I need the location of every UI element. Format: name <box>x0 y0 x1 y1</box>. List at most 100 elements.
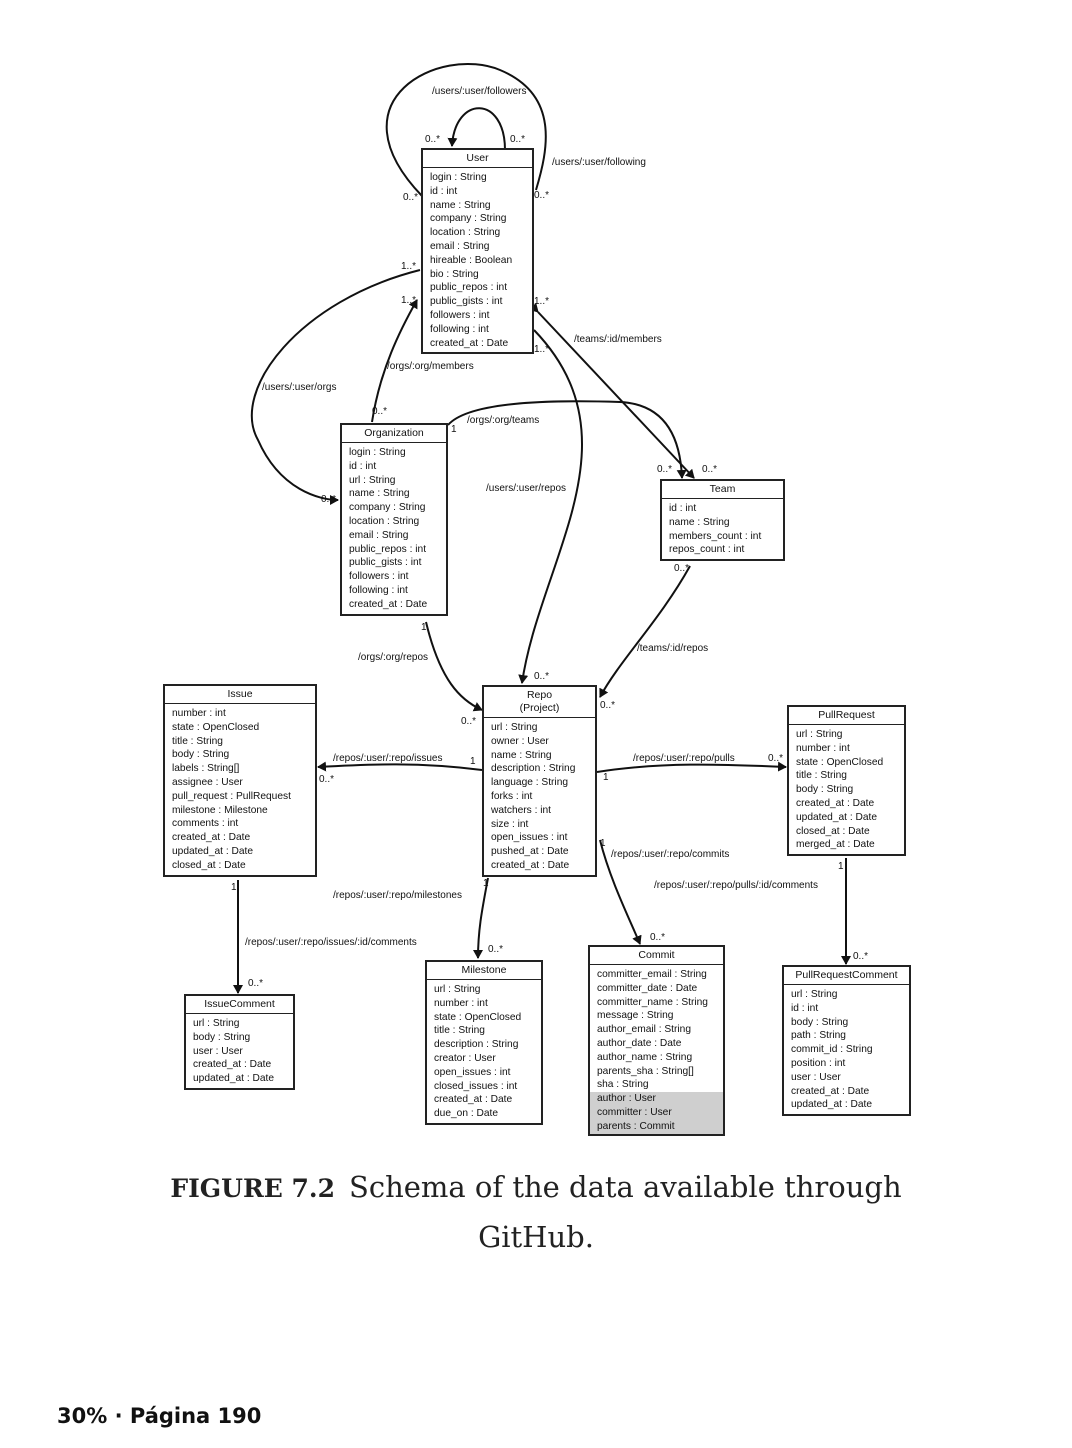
attribute: id : int <box>430 185 458 197</box>
milestone-class: Milestone url : String number : int stat… <box>425 960 543 1125</box>
organization-class: Organization login : String id : int url… <box>340 423 448 616</box>
multiplicity: 0..* <box>657 464 673 475</box>
attribute: state : OpenClosed <box>172 721 260 733</box>
attribute: body : String <box>172 749 230 761</box>
edge-followers-self <box>447 107 506 151</box>
attribute: author_email : String <box>597 1024 692 1036</box>
attribute: sha : String <box>597 1079 649 1091</box>
attribute: closed_at : Date <box>796 825 870 837</box>
class-attributes: number : int state : OpenClosed title : … <box>165 704 315 875</box>
attribute: email : String <box>430 240 490 252</box>
attribute: title : String <box>172 735 223 747</box>
edge-org-teams <box>447 400 687 479</box>
edge-label-followers: /users/:user/followers <box>432 86 527 97</box>
attribute: title : String <box>796 770 847 782</box>
edge-label-org-repos: /orgs/:org/repos <box>358 652 429 663</box>
attribute: body : String <box>796 784 854 796</box>
attribute: state : OpenClosed <box>796 756 884 768</box>
attribute: id : int <box>791 1002 819 1014</box>
attribute: company : String <box>349 502 426 514</box>
attribute: updated_at : Date <box>796 811 877 823</box>
attribute: pushed_at : Date <box>491 846 569 858</box>
edge-label-org-members: /orgs/:org/members <box>387 361 474 372</box>
multiplicity: 0..* <box>248 978 264 989</box>
issuecomment-class: IssueComment url : String body : String … <box>184 994 295 1090</box>
attribute: repos_count : int <box>669 544 745 556</box>
commit-class: Commit committer_email : String committe… <box>588 945 725 1136</box>
edge-label-following: /users/:user/following <box>552 157 646 168</box>
attribute: owner : User <box>491 735 549 747</box>
attribute: url : String <box>491 722 538 733</box>
multiplicity: 1..* <box>401 295 417 306</box>
class-title: Issue <box>165 686 315 704</box>
attribute: language : String <box>491 777 569 789</box>
attribute: created_at : Date <box>349 598 428 610</box>
figure-caption: FIGURE 7.2 Schema of the data available t… <box>150 1163 922 1261</box>
attribute: login : String <box>430 172 487 183</box>
attribute: watchers : int <box>491 804 552 816</box>
attribute: description : String <box>434 1039 519 1051</box>
multiplicity: 1 <box>838 861 844 872</box>
edge-user-repos <box>518 329 583 684</box>
repo-class: Repo (Project) url : String owner : User… <box>482 685 597 877</box>
attribute: comments : int <box>172 818 239 830</box>
class-attributes: url : String owner : User name : String … <box>484 718 595 875</box>
multiplicity: 1 <box>600 838 606 849</box>
edge-label-team-repos: /teams/:id/repos <box>637 643 709 654</box>
attribute: state : OpenClosed <box>434 1011 522 1023</box>
attribute: position : int <box>791 1057 846 1069</box>
multiplicity: 1..* <box>401 261 417 272</box>
attribute: created_at : Date <box>491 859 570 871</box>
team-class: Team id : int name : String members_coun… <box>660 479 785 562</box>
class-attributes: id : int name : String members_count : i… <box>662 499 783 559</box>
multiplicity: 0..* <box>425 134 441 145</box>
edge-followers <box>385 62 547 197</box>
attribute: public_gists : int <box>430 296 503 308</box>
class-title: PullRequest <box>789 707 904 725</box>
class-attributes: url : String id : int body : String path… <box>784 985 909 1114</box>
attribute: members_count : int <box>669 530 762 542</box>
attribute: updated_at : Date <box>791 1099 872 1111</box>
reading-progress: 30% · Página 190 <box>57 1404 262 1428</box>
multiplicity: 0..* <box>674 563 690 574</box>
attribute: public_gists : int <box>349 557 422 569</box>
edge-label-user-orgs: /users/:user/orgs <box>262 382 337 393</box>
pullrequest-class: PullRequest url : String number : int st… <box>787 705 906 857</box>
attribute: created_at : Date <box>193 1059 272 1071</box>
attribute: committer_date : Date <box>597 982 698 994</box>
attribute: message : String <box>597 1010 674 1022</box>
attribute: merged_at : Date <box>796 839 875 851</box>
edge-team-repos <box>599 565 691 698</box>
attribute: author_date : Date <box>597 1037 682 1049</box>
class-title: Milestone <box>427 962 541 980</box>
attribute: committer_name : String <box>597 996 708 1008</box>
multiplicity: 0..* <box>372 406 388 417</box>
highlighted-attribute: parents : Commit <box>590 1119 723 1134</box>
multiplicity: 0..* <box>702 464 718 475</box>
attribute: following : int <box>349 584 408 596</box>
attribute: created_at : Date <box>791 1085 870 1097</box>
attribute: followers : int <box>349 571 409 583</box>
attribute: url : String <box>791 989 838 1000</box>
multiplicity: 1 <box>451 424 457 435</box>
attribute: forks : int <box>491 790 533 802</box>
multiplicity: 1 <box>470 756 476 767</box>
multiplicity: 0..* <box>488 944 504 955</box>
attribute: url : String <box>434 984 481 995</box>
attribute: body : String <box>193 1031 251 1043</box>
attribute: company : String <box>430 213 507 225</box>
attribute: id : int <box>669 503 697 514</box>
attribute: user : User <box>193 1045 243 1057</box>
issue-class: Issue number : int state : OpenClosed ti… <box>163 684 317 877</box>
multiplicity: 0..* <box>534 190 550 201</box>
edge-label-issue-comments: /repos/:user/:repo/issues/:id/comments <box>245 937 417 948</box>
attribute: login : String <box>349 447 406 458</box>
attribute: assignee : User <box>172 776 243 788</box>
class-title: Commit <box>590 947 723 965</box>
edge-repo-issues <box>317 761 483 772</box>
multiplicity: 0..* <box>600 700 616 711</box>
multiplicity: 1 <box>603 772 609 783</box>
attribute: number : int <box>796 742 850 754</box>
multiplicity: 0..* <box>319 774 335 785</box>
attribute: pull_request : PullRequest <box>172 790 291 802</box>
